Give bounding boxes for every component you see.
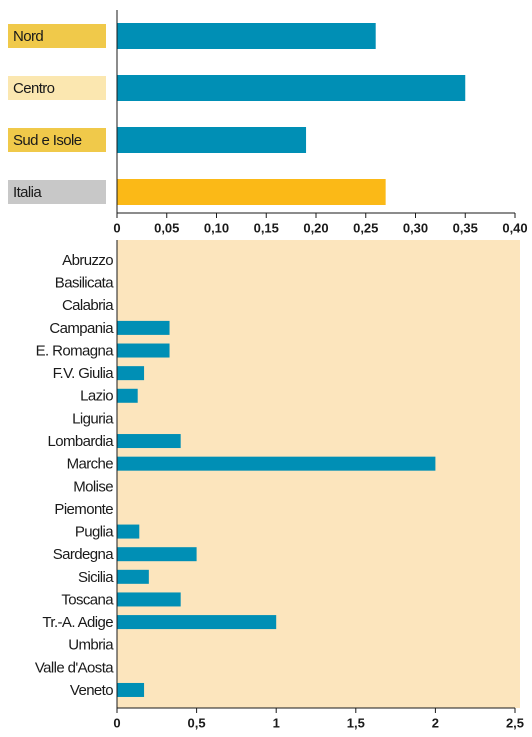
bar [117,388,138,403]
bar [117,366,145,381]
category-label: Sicilia [78,569,114,586]
x-tick-label: 0,05 [154,220,179,235]
bar [117,75,466,101]
bar [117,547,197,562]
category-label: Toscana [61,591,114,608]
category-label: Liguria [72,410,114,427]
x-tick-label: 0 [113,220,120,235]
category-label: Centro [13,80,55,97]
category-label: Lazio [80,388,113,405]
bar [117,456,436,471]
bar [117,434,181,449]
category-box [8,180,106,204]
x-tick-label: 2,5 [506,715,524,730]
x-tick-label: 0,35 [453,220,478,235]
category-label: Molise [73,478,113,495]
category-label: Marche [67,456,114,473]
bar [117,23,376,49]
category-label: E. Romagna [36,342,115,359]
bar [117,682,145,697]
category-label: Abruzzo [62,252,113,269]
x-tick-label: 1 [273,715,280,730]
category-label: Sud e Isole [13,132,82,149]
x-tick-label: 0,15 [254,220,279,235]
bar [117,569,149,584]
bar [117,615,277,630]
category-label: Umbria [68,637,114,654]
category-label: Puglia [75,524,114,541]
x-tick-label: 0,10 [204,220,229,235]
plot-background [117,240,520,708]
bar [117,592,181,607]
category-box [8,76,106,100]
category-label: Nord [13,28,43,45]
bar [117,179,386,205]
category-label: Piemonte [54,501,113,518]
bar [117,127,307,153]
category-box [8,24,106,48]
category-label: Lombardia [48,433,115,450]
category-label: Tr.-A. Adige [42,614,113,631]
category-label: Campania [49,320,114,337]
category-label: F.V. Giulia [53,365,115,382]
x-tick-label: 0,5 [188,715,206,730]
category-label: Valle d'Aosta [35,659,114,676]
category-label: Sardegna [53,546,115,563]
x-tick-label: 0,40 [502,220,527,235]
bar [117,343,170,358]
category-label: Italia [13,184,42,201]
category-label: Calabria [62,297,114,314]
category-box [8,128,106,152]
x-tick-label: 0,25 [353,220,378,235]
category-label: Basilicata [55,275,114,292]
x-tick-label: 0,30 [403,220,428,235]
x-tick-label: 2 [432,715,439,730]
x-tick-label: 0 [113,715,120,730]
category-label: Veneto [70,682,113,699]
x-tick-label: 0,20 [303,220,328,235]
bar [117,524,140,539]
x-tick-label: 1,5 [347,715,365,730]
bar [117,320,170,335]
